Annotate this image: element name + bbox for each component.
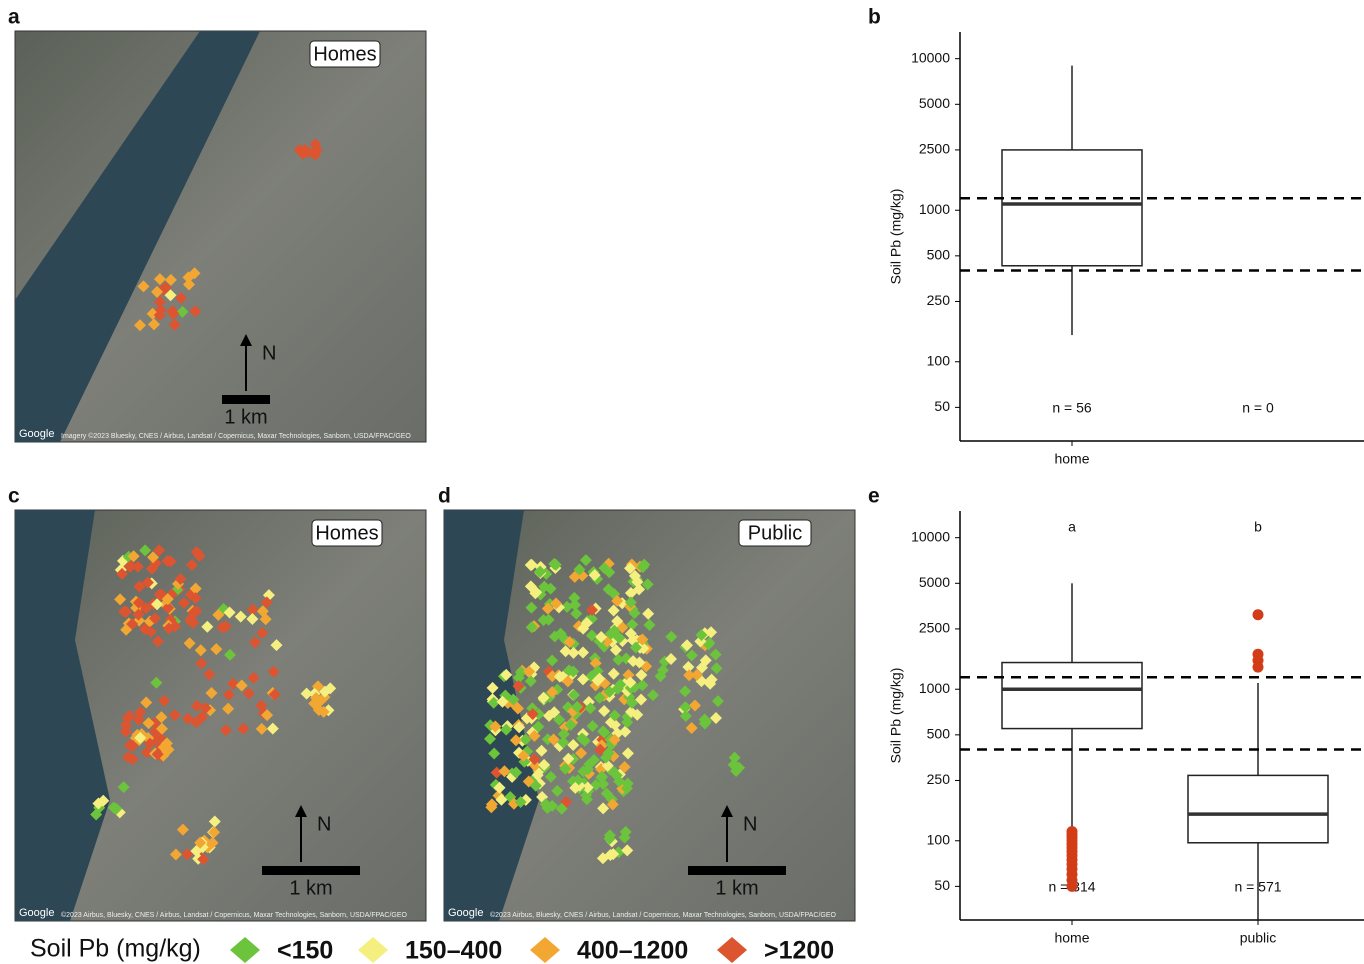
- legend-label: 150–400: [405, 937, 502, 964]
- panel-label: c: [8, 485, 20, 508]
- legend-label: 400–1200: [577, 937, 688, 964]
- y-tick-label: 5000: [919, 95, 950, 111]
- map-label: Public: [748, 522, 802, 544]
- y-tick-label: 500: [927, 726, 951, 742]
- box: [1002, 663, 1142, 729]
- group-label: a: [1068, 519, 1076, 535]
- map-credit: Google: [19, 428, 54, 440]
- map-label: Homes: [315, 522, 378, 544]
- x-tick-label: home: [1054, 451, 1089, 467]
- panel-label: a: [8, 6, 20, 29]
- n-label: n = 0: [1242, 400, 1274, 416]
- y-tick-label: 5000: [919, 574, 950, 590]
- figure: a b c d e Soil Pb (mg/kg) Homes N 1 km Goog…: [0, 0, 1364, 964]
- box: [1188, 775, 1328, 842]
- map: Homes N 1 km Google Imagery ©2023 Bluesky, C…: [15, 31, 426, 442]
- legend-marker: [530, 937, 560, 963]
- x-tick-label: home: [1054, 930, 1089, 946]
- y-tick-label: 50: [934, 398, 950, 414]
- panel-label: e: [868, 485, 880, 508]
- legend-marker: [717, 937, 747, 963]
- scale-label: 1 km: [224, 406, 267, 428]
- y-tick-label: 100: [927, 352, 951, 368]
- n-label: n = 56: [1052, 400, 1092, 416]
- north-label: N: [317, 813, 331, 835]
- map-label: Homes: [313, 43, 376, 65]
- scale-bar: [688, 866, 786, 875]
- scale-bar: [222, 395, 270, 404]
- map-attribution: Imagery ©2023 Bluesky, CNES / Airbus, La…: [61, 432, 411, 440]
- map-credit: Google: [448, 907, 483, 919]
- y-axis-label: Soil Pb (mg/kg): [888, 668, 904, 764]
- y-tick-label: 2500: [919, 620, 950, 636]
- map-attribution: ©2023 Airbus, Bluesky, CNES / Airbus, La…: [61, 911, 408, 919]
- scale-label: 1 km: [289, 877, 332, 899]
- group-label: b: [1254, 519, 1262, 535]
- north-label: N: [262, 342, 276, 364]
- legend-marker: [230, 937, 260, 963]
- north-label: N: [743, 813, 757, 835]
- y-axis-label: Soil Pb (mg/kg): [888, 189, 904, 285]
- scale-bar: [262, 866, 360, 875]
- scale-label: 1 km: [715, 877, 758, 899]
- y-tick-label: 250: [927, 771, 951, 787]
- map: Public N 1 km Google ©2023 Airbus, Bluesky, …: [444, 510, 855, 921]
- y-tick-label: 10000: [911, 528, 950, 544]
- panel-label: b: [868, 6, 881, 29]
- legend-label: <150: [277, 937, 333, 964]
- outlier: [1067, 826, 1078, 837]
- legend-title: Soil Pb (mg/kg): [30, 935, 201, 963]
- panel-label: d: [438, 485, 451, 508]
- y-tick-label: 250: [927, 292, 951, 308]
- legend-label: >1200: [764, 937, 834, 964]
- x-tick-label: public: [1240, 930, 1277, 946]
- outlier: [1253, 649, 1264, 660]
- y-tick-label: 2500: [919, 141, 950, 157]
- y-tick-label: 10000: [911, 49, 950, 65]
- y-tick-label: 500: [927, 247, 951, 263]
- y-tick-label: 1000: [919, 680, 950, 696]
- map-credit: Google: [19, 907, 54, 919]
- y-tick-label: 100: [927, 831, 951, 847]
- y-tick-label: 50: [934, 877, 950, 893]
- box: [1002, 150, 1142, 266]
- y-tick-label: 1000: [919, 201, 950, 217]
- legend-marker: [358, 937, 388, 963]
- outlier: [1253, 609, 1264, 620]
- map-attribution: ©2023 Airbus, Bluesky, CNES / Airbus, La…: [490, 911, 837, 919]
- map: Homes N 1 km Google ©2023 Airbus, Bluesky, C…: [15, 510, 426, 921]
